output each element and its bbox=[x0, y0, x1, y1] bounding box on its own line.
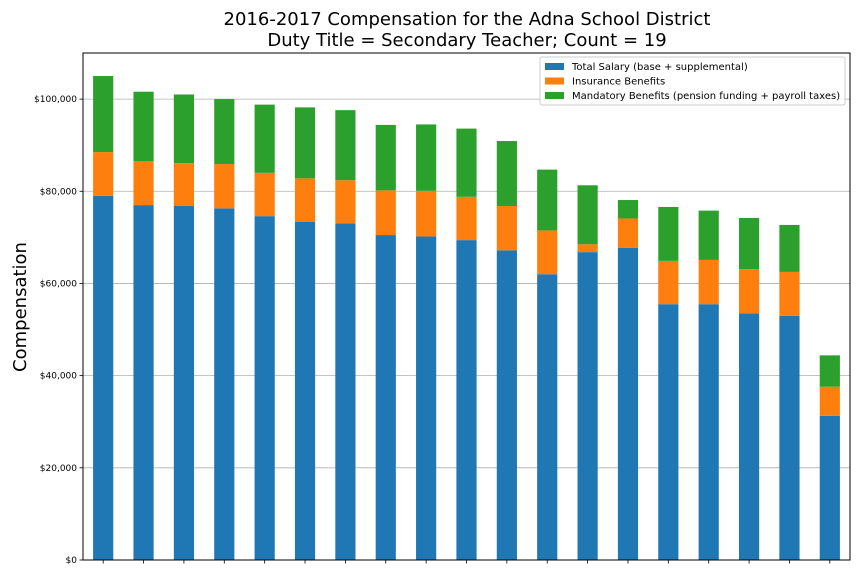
bar-segment bbox=[173, 94, 195, 164]
bar-segment bbox=[335, 110, 356, 181]
legend-label: Total Salary (base + supplemental) bbox=[571, 62, 748, 73]
bar-segment bbox=[698, 304, 719, 560]
bar-segment bbox=[294, 221, 316, 560]
bar-segment bbox=[375, 190, 396, 236]
bar-segment bbox=[294, 178, 316, 222]
bar-segment bbox=[416, 124, 437, 191]
bar-segment bbox=[617, 247, 639, 560]
bar-segment bbox=[133, 161, 154, 206]
y-tick-label: $20,000 bbox=[40, 464, 77, 474]
bar-segment bbox=[456, 196, 477, 241]
bar-segment bbox=[738, 218, 760, 270]
legend-label: Insurance Benefits bbox=[572, 77, 665, 88]
y-tick-label: $80,000 bbox=[40, 187, 77, 197]
bar-segment bbox=[93, 152, 114, 196]
bar-segment bbox=[335, 180, 356, 224]
bar-segment bbox=[617, 200, 639, 219]
bar-segment bbox=[698, 210, 719, 260]
legend-swatch bbox=[545, 63, 564, 70]
bar-segment bbox=[738, 313, 760, 560]
bar-segment bbox=[173, 206, 195, 560]
bar-segment bbox=[779, 315, 800, 560]
bar-segment bbox=[779, 271, 800, 316]
bar-segment bbox=[819, 415, 840, 560]
bar-segment bbox=[254, 172, 275, 217]
y-tick-label: $60,000 bbox=[40, 279, 77, 289]
bar-segment bbox=[819, 355, 840, 387]
bar-segment bbox=[375, 235, 396, 561]
bar-segment bbox=[93, 76, 114, 153]
bar-segment bbox=[537, 169, 558, 231]
bar-segment bbox=[416, 236, 437, 560]
legend: Total Salary (base + supplemental) Insura… bbox=[539, 56, 846, 106]
x-ticks bbox=[102, 560, 831, 564]
legend-box bbox=[539, 56, 846, 106]
bar-segment bbox=[496, 206, 517, 251]
bars bbox=[93, 76, 840, 561]
bar-segment bbox=[294, 107, 316, 179]
bar-segment bbox=[698, 259, 719, 305]
y-ticks: $0 $20,000 $40,000 $60,000 $80,000 $100,000 bbox=[34, 95, 83, 566]
chart-subtitle: Duty Title = Secondary Teacher; Count = … bbox=[267, 30, 666, 51]
legend-label: Mandatory Benefits (pension funding + pa… bbox=[572, 91, 840, 102]
bar-segment bbox=[496, 141, 517, 207]
bar-segment bbox=[577, 244, 598, 253]
bar-segment bbox=[133, 205, 154, 560]
bar-segment bbox=[819, 386, 840, 416]
bar-segment bbox=[93, 195, 114, 560]
bar-segment bbox=[658, 304, 679, 560]
bar-segment bbox=[254, 104, 275, 173]
y-axis-label: Compensation bbox=[10, 242, 31, 372]
bar-segment bbox=[577, 185, 598, 245]
bar-segment bbox=[214, 208, 235, 561]
bar-segment bbox=[335, 223, 356, 560]
bar-segment bbox=[214, 164, 235, 209]
bar-segment bbox=[537, 230, 558, 275]
bar-segment bbox=[658, 260, 679, 305]
bar-segment bbox=[779, 224, 800, 272]
bar-segment bbox=[375, 124, 396, 191]
y-tick-label: $100,000 bbox=[34, 95, 77, 105]
bar-segment bbox=[617, 218, 639, 248]
bar-segment bbox=[173, 163, 195, 207]
bar-segment bbox=[738, 269, 760, 314]
bar-segment bbox=[133, 91, 154, 162]
y-tick-label: $40,000 bbox=[40, 372, 77, 382]
bar-segment bbox=[496, 250, 517, 560]
bar-segment bbox=[537, 274, 558, 560]
bar-segment bbox=[577, 252, 598, 560]
bar-segment bbox=[214, 99, 235, 165]
chart-title: 2016-2017 Compensation for the Adna Scho… bbox=[224, 9, 711, 30]
y-tick-label: $0 bbox=[66, 556, 78, 566]
bar-segment bbox=[456, 128, 477, 197]
bar-segment bbox=[416, 190, 437, 237]
bar-segment bbox=[254, 216, 275, 561]
legend-swatch bbox=[545, 77, 564, 85]
bar-segment bbox=[658, 206, 679, 261]
legend-swatch bbox=[545, 92, 564, 99]
bar-segment bbox=[456, 240, 477, 560]
